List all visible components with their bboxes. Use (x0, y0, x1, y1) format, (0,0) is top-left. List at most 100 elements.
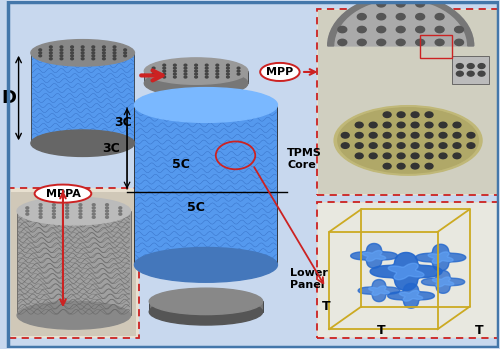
Circle shape (106, 207, 108, 209)
FancyBboxPatch shape (317, 9, 498, 195)
Circle shape (82, 55, 84, 57)
Circle shape (411, 122, 419, 128)
Ellipse shape (149, 288, 262, 314)
Circle shape (383, 133, 391, 138)
Ellipse shape (31, 40, 134, 66)
Circle shape (467, 133, 475, 138)
Circle shape (226, 76, 230, 78)
Circle shape (92, 207, 95, 209)
FancyBboxPatch shape (318, 10, 497, 194)
Circle shape (184, 64, 187, 66)
Circle shape (416, 1, 424, 7)
Circle shape (194, 76, 198, 78)
Circle shape (50, 52, 52, 54)
Ellipse shape (17, 197, 130, 225)
FancyBboxPatch shape (149, 302, 262, 312)
Circle shape (52, 204, 56, 206)
FancyBboxPatch shape (8, 188, 140, 338)
Circle shape (396, 14, 405, 20)
Circle shape (50, 46, 52, 48)
Circle shape (163, 73, 166, 75)
Circle shape (184, 76, 187, 78)
Polygon shape (388, 263, 424, 280)
Circle shape (119, 207, 122, 209)
Circle shape (369, 153, 377, 159)
Circle shape (358, 39, 366, 45)
Circle shape (52, 213, 56, 215)
Circle shape (79, 210, 82, 212)
Text: 3C: 3C (102, 142, 120, 155)
Circle shape (50, 58, 52, 60)
Circle shape (39, 213, 42, 215)
Circle shape (174, 64, 176, 66)
Ellipse shape (134, 88, 278, 122)
Circle shape (82, 49, 84, 51)
Circle shape (66, 204, 68, 206)
Circle shape (425, 133, 433, 138)
Circle shape (26, 210, 29, 212)
Circle shape (237, 70, 240, 72)
Circle shape (70, 46, 74, 48)
Circle shape (106, 213, 108, 215)
Circle shape (226, 73, 230, 75)
Text: T: T (322, 300, 330, 313)
Circle shape (70, 49, 74, 51)
Circle shape (396, 39, 405, 45)
Text: T: T (476, 325, 484, 337)
Circle shape (102, 58, 106, 60)
Circle shape (60, 55, 63, 57)
Circle shape (106, 204, 108, 206)
Circle shape (369, 122, 377, 128)
Circle shape (435, 27, 444, 33)
Circle shape (39, 210, 42, 212)
Circle shape (369, 143, 377, 148)
Circle shape (356, 133, 363, 138)
Circle shape (70, 52, 74, 54)
Circle shape (60, 52, 63, 54)
Circle shape (358, 27, 366, 33)
Circle shape (397, 163, 405, 169)
Circle shape (396, 27, 405, 33)
Circle shape (66, 210, 68, 212)
FancyBboxPatch shape (17, 211, 130, 315)
Circle shape (377, 1, 386, 7)
Circle shape (39, 204, 42, 206)
Text: MPPA: MPPA (46, 188, 80, 199)
Circle shape (152, 70, 155, 72)
Circle shape (52, 210, 56, 212)
Circle shape (39, 55, 42, 57)
Circle shape (397, 143, 405, 148)
Circle shape (39, 216, 42, 218)
Circle shape (26, 207, 29, 209)
Circle shape (456, 64, 464, 68)
Polygon shape (358, 280, 400, 302)
Circle shape (206, 70, 208, 72)
Text: 5C: 5C (187, 201, 205, 214)
Circle shape (50, 49, 52, 51)
Circle shape (425, 112, 433, 118)
Circle shape (60, 49, 63, 51)
Circle shape (435, 39, 444, 45)
Circle shape (216, 73, 218, 75)
Circle shape (358, 14, 366, 20)
Circle shape (92, 55, 94, 57)
Circle shape (383, 163, 391, 169)
Ellipse shape (144, 70, 248, 96)
Circle shape (206, 67, 208, 69)
Circle shape (26, 213, 29, 215)
Ellipse shape (260, 63, 300, 81)
Circle shape (92, 213, 95, 215)
Circle shape (411, 143, 419, 148)
Circle shape (124, 49, 126, 51)
Circle shape (70, 58, 74, 60)
Circle shape (425, 143, 433, 148)
Circle shape (82, 46, 84, 48)
Circle shape (194, 70, 198, 72)
Circle shape (70, 55, 74, 57)
Circle shape (184, 67, 187, 69)
Circle shape (383, 153, 391, 159)
Circle shape (425, 153, 433, 159)
Polygon shape (370, 252, 442, 290)
Polygon shape (422, 270, 465, 293)
Circle shape (174, 70, 176, 72)
